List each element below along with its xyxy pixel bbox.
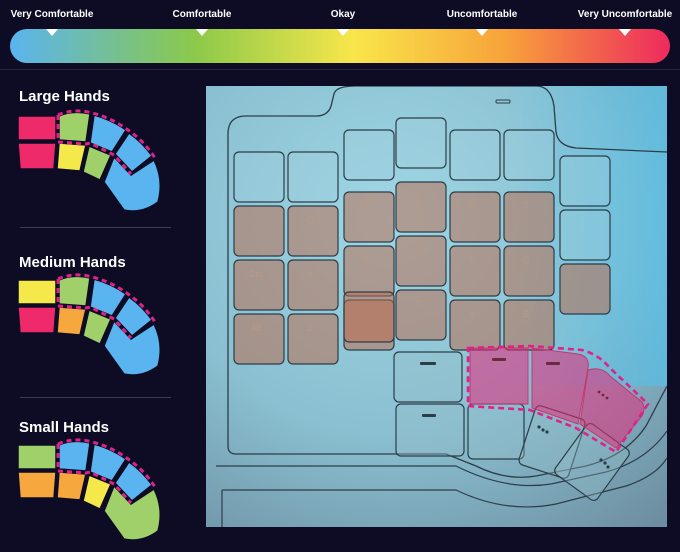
scale-label-uncomfortable: Uncomfortable	[446, 9, 518, 20]
key-label: Q	[306, 215, 313, 225]
thumb-key-bottom-4	[103, 484, 161, 541]
thumb-key-bottom-3	[82, 308, 112, 346]
scale-marker-okay	[337, 29, 349, 36]
thumb-key-top-1	[17, 279, 57, 305]
key	[395, 117, 447, 169]
thumb-key-bottom-1	[17, 142, 57, 170]
thumb-key-top-2	[58, 440, 91, 472]
key-center	[449, 191, 501, 243]
highlight-dashed-arc	[57, 109, 157, 159]
highlight-dashed-arc	[57, 438, 157, 488]
medium-hands-thumb-cluster	[17, 273, 161, 376]
thumb-key-top-2	[58, 111, 91, 143]
scale-label-very-comfortable: Very Comfortable	[10, 9, 94, 20]
key-center	[395, 181, 447, 233]
thumb-key-top-3	[89, 443, 128, 482]
thumb-key-top-3	[89, 114, 128, 153]
key-label: D	[415, 245, 422, 255]
small-hands-title: Small Hands	[19, 419, 110, 436]
section-divider	[20, 227, 171, 228]
key	[559, 263, 611, 315]
key	[503, 129, 555, 181]
medium-hands-title: Medium Hands	[19, 254, 126, 271]
key-left	[287, 205, 339, 257]
highlight-dashed-divider	[56, 115, 133, 176]
large-hands-title: Large Hands	[19, 88, 110, 105]
key-label: Z	[307, 323, 313, 333]
key-label: S	[363, 255, 369, 265]
keyboard-heatmap-photo: ~QCtrlAAltZWERTSDFGXCVB	[206, 86, 667, 527]
key-label: F	[469, 255, 475, 265]
section-divider	[20, 397, 171, 398]
thumb-key-top-1	[17, 115, 57, 141]
key-left	[287, 313, 339, 365]
key-label: V	[469, 309, 475, 319]
key	[449, 129, 501, 181]
small-hands-thumb-cluster	[17, 438, 161, 541]
key-label: Ctrl	[249, 269, 263, 279]
key-left	[233, 205, 285, 257]
thumb-key-bottom-1	[17, 471, 57, 499]
large-hands-thumb-cluster	[17, 109, 161, 212]
key	[559, 209, 611, 261]
key-label: ~	[253, 215, 258, 225]
thumb-key-top-3	[89, 278, 128, 317]
header-divider	[0, 69, 680, 70]
key	[343, 291, 395, 343]
key-label: T	[523, 201, 529, 211]
key-left	[233, 313, 285, 365]
scale-marker-very-comfortable	[46, 29, 58, 36]
thumb-key-bottom-2	[56, 142, 87, 172]
key-center	[503, 245, 555, 297]
key-center	[503, 299, 555, 351]
thumb-key-bottom-4	[103, 155, 161, 212]
key-center	[449, 245, 501, 297]
key-label: Alt	[251, 323, 262, 333]
thumb-key-top-4	[114, 295, 154, 338]
keyboard-illustration: ~QCtrlAAltZWERTSDFGXCVB	[206, 86, 667, 527]
scale-marker-comfortable	[196, 29, 208, 36]
thumb-key-top-2	[58, 275, 91, 307]
scale-label-comfortable: Comfortable	[172, 9, 232, 20]
key	[343, 129, 395, 181]
key-label: C	[415, 299, 422, 309]
thumb-key-top-1	[17, 444, 57, 470]
key-center	[395, 235, 447, 287]
key-center	[503, 191, 555, 243]
scale-marker-very-uncomfortable	[619, 29, 631, 36]
thumb-key-top-4	[114, 460, 154, 503]
highlight-dashed-divider	[56, 279, 133, 340]
scale-label-very-uncomfortable: Very Uncomfortable	[577, 9, 673, 20]
key-label: B	[523, 309, 529, 319]
scale-marker-uncomfortable	[476, 29, 488, 36]
key-label: A	[307, 269, 313, 279]
key	[233, 151, 285, 203]
highlight-dashed-arc	[57, 273, 157, 323]
thumb-key-bottom-3	[82, 473, 112, 511]
comfort-scale-labels: Very Comfortable Comfortable Okay Uncomf…	[0, 0, 680, 26]
thumb-key-bottom-1	[17, 306, 57, 334]
thumb-key-top-4	[114, 131, 154, 174]
thumb-key-bottom-4	[103, 319, 161, 376]
key-center	[449, 299, 501, 351]
key-left	[287, 259, 339, 311]
highlight-dashed-divider	[56, 444, 133, 505]
key-left	[233, 259, 285, 311]
key	[287, 151, 339, 203]
thumb-key-bottom-3	[82, 144, 112, 182]
key-label: W	[362, 201, 371, 211]
key-label: G	[522, 255, 529, 265]
thumb-key-bottom-2	[56, 471, 87, 501]
key-center	[395, 289, 447, 341]
key-center	[343, 245, 395, 297]
key-center	[343, 191, 395, 243]
thumb-key-bottom-2	[56, 306, 87, 336]
key-label: E	[415, 191, 421, 201]
scale-label-okay: Okay	[330, 9, 356, 20]
key	[559, 155, 611, 207]
key-label: R	[469, 201, 476, 211]
